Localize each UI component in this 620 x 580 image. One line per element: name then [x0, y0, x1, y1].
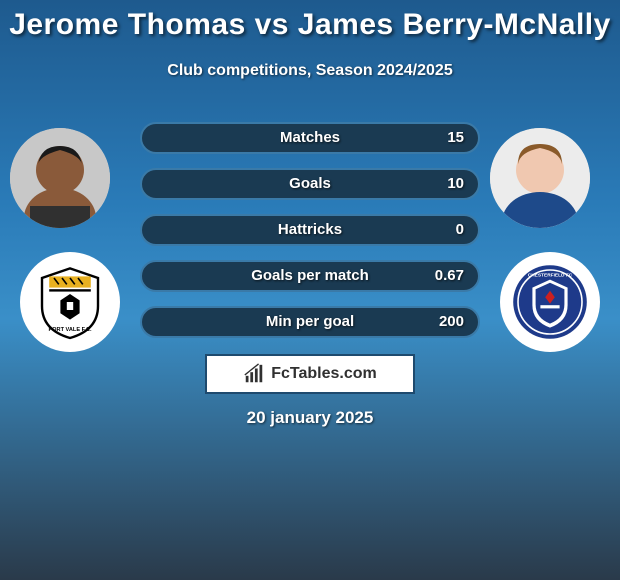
club-left-crest: PORT VALE F.C.	[20, 252, 120, 352]
comparison-infographic: Jerome Thomas vs James Berry-McNally Clu…	[0, 0, 620, 580]
player-left-avatar	[10, 128, 110, 228]
crest-left-svg: PORT VALE F.C.	[30, 262, 110, 342]
stat-label: Matches	[142, 124, 478, 152]
page-title: Jerome Thomas vs James Berry-McNally	[0, 8, 620, 42]
stat-row-min-per-goal: Min per goal 200	[140, 306, 480, 338]
svg-text:CHESTERFIELD FC: CHESTERFIELD FC	[528, 272, 573, 278]
stat-label: Hattricks	[142, 216, 478, 244]
stat-row-hattricks: Hattricks 0	[140, 214, 480, 246]
stat-value: 0.67	[435, 262, 464, 290]
stat-label: Goals per match	[142, 262, 478, 290]
stat-bars: Matches 15 Goals 10 Hattricks 0 Goals pe…	[140, 122, 480, 352]
stat-row-goals: Goals 10	[140, 168, 480, 200]
subtitle: Club competitions, Season 2024/2025	[0, 62, 620, 80]
svg-text:PORT VALE F.C.: PORT VALE F.C.	[48, 327, 92, 333]
stat-label: Goals	[142, 170, 478, 198]
chart-icon	[243, 363, 265, 385]
brand-box: FcTables.com	[205, 354, 415, 394]
brand-text: FcTables.com	[271, 365, 377, 383]
date-text: 20 january 2025	[0, 408, 620, 428]
stat-row-matches: Matches 15	[140, 122, 480, 154]
stat-row-goals-per-match: Goals per match 0.67	[140, 260, 480, 292]
stat-value: 10	[447, 170, 464, 198]
club-right-crest: CHESTERFIELD FC	[500, 252, 600, 352]
crest-right-svg: CHESTERFIELD FC	[510, 262, 590, 342]
stat-label: Min per goal	[142, 308, 478, 336]
avatar-left-svg	[10, 128, 110, 228]
stat-value: 0	[456, 216, 464, 244]
stat-value: 15	[447, 124, 464, 152]
avatar-right-svg	[490, 128, 590, 228]
player-right-avatar	[490, 128, 590, 228]
stat-value: 200	[439, 308, 464, 336]
